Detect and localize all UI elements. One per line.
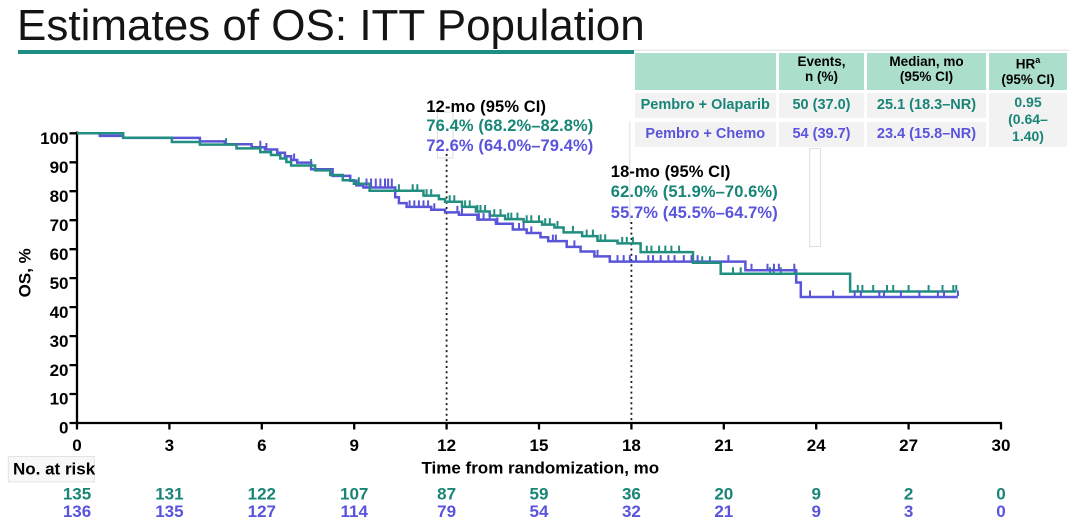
svg-text:3: 3 <box>904 502 913 519</box>
svg-text:0: 0 <box>996 502 1005 519</box>
svg-text:114: 114 <box>340 502 368 519</box>
svg-text:OS, %: OS, % <box>16 248 35 297</box>
svg-text:6: 6 <box>257 436 266 455</box>
svg-text:9: 9 <box>349 436 358 455</box>
svg-text:36: 36 <box>622 485 641 504</box>
svg-text:135: 135 <box>155 502 183 519</box>
svg-text:60: 60 <box>50 245 69 264</box>
svg-text:100: 100 <box>40 129 68 148</box>
svg-text:122: 122 <box>248 485 276 504</box>
svg-text:No. at risk: No. at risk <box>13 460 96 479</box>
svg-text:50: 50 <box>50 274 69 293</box>
svg-text:12: 12 <box>437 436 456 455</box>
svg-text:2: 2 <box>904 485 913 504</box>
svg-text:15: 15 <box>530 436 549 455</box>
svg-text:79: 79 <box>437 502 456 519</box>
svg-text:20: 20 <box>714 485 733 504</box>
svg-text:0: 0 <box>72 436 81 455</box>
svg-text:9: 9 <box>811 502 820 519</box>
svg-text:127: 127 <box>248 502 276 519</box>
svg-text:32: 32 <box>622 502 641 519</box>
svg-text:20: 20 <box>50 361 69 380</box>
svg-text:30: 30 <box>50 332 69 351</box>
svg-text:40: 40 <box>50 303 69 322</box>
svg-text:70: 70 <box>50 216 69 235</box>
svg-text:30: 30 <box>992 436 1011 455</box>
svg-text:87: 87 <box>437 485 456 504</box>
svg-text:54: 54 <box>530 502 549 519</box>
svg-text:135: 135 <box>63 485 91 504</box>
svg-text:0: 0 <box>996 485 1005 504</box>
svg-text:131: 131 <box>155 485 183 504</box>
svg-text:21: 21 <box>714 502 733 519</box>
svg-text:21: 21 <box>714 436 733 455</box>
svg-text:10: 10 <box>50 390 69 409</box>
svg-text:3: 3 <box>165 436 174 455</box>
svg-text:90: 90 <box>50 158 69 177</box>
svg-text:Time from randomization, mo: Time from randomization, mo <box>421 459 659 478</box>
svg-text:18: 18 <box>622 436 641 455</box>
svg-text:59: 59 <box>530 485 549 504</box>
svg-text:80: 80 <box>50 187 69 206</box>
svg-text:136: 136 <box>63 502 91 519</box>
svg-text:0: 0 <box>59 419 68 438</box>
svg-text:24: 24 <box>807 436 826 455</box>
svg-text:107: 107 <box>340 485 368 504</box>
svg-text:27: 27 <box>899 436 918 455</box>
svg-text:9: 9 <box>811 485 820 504</box>
